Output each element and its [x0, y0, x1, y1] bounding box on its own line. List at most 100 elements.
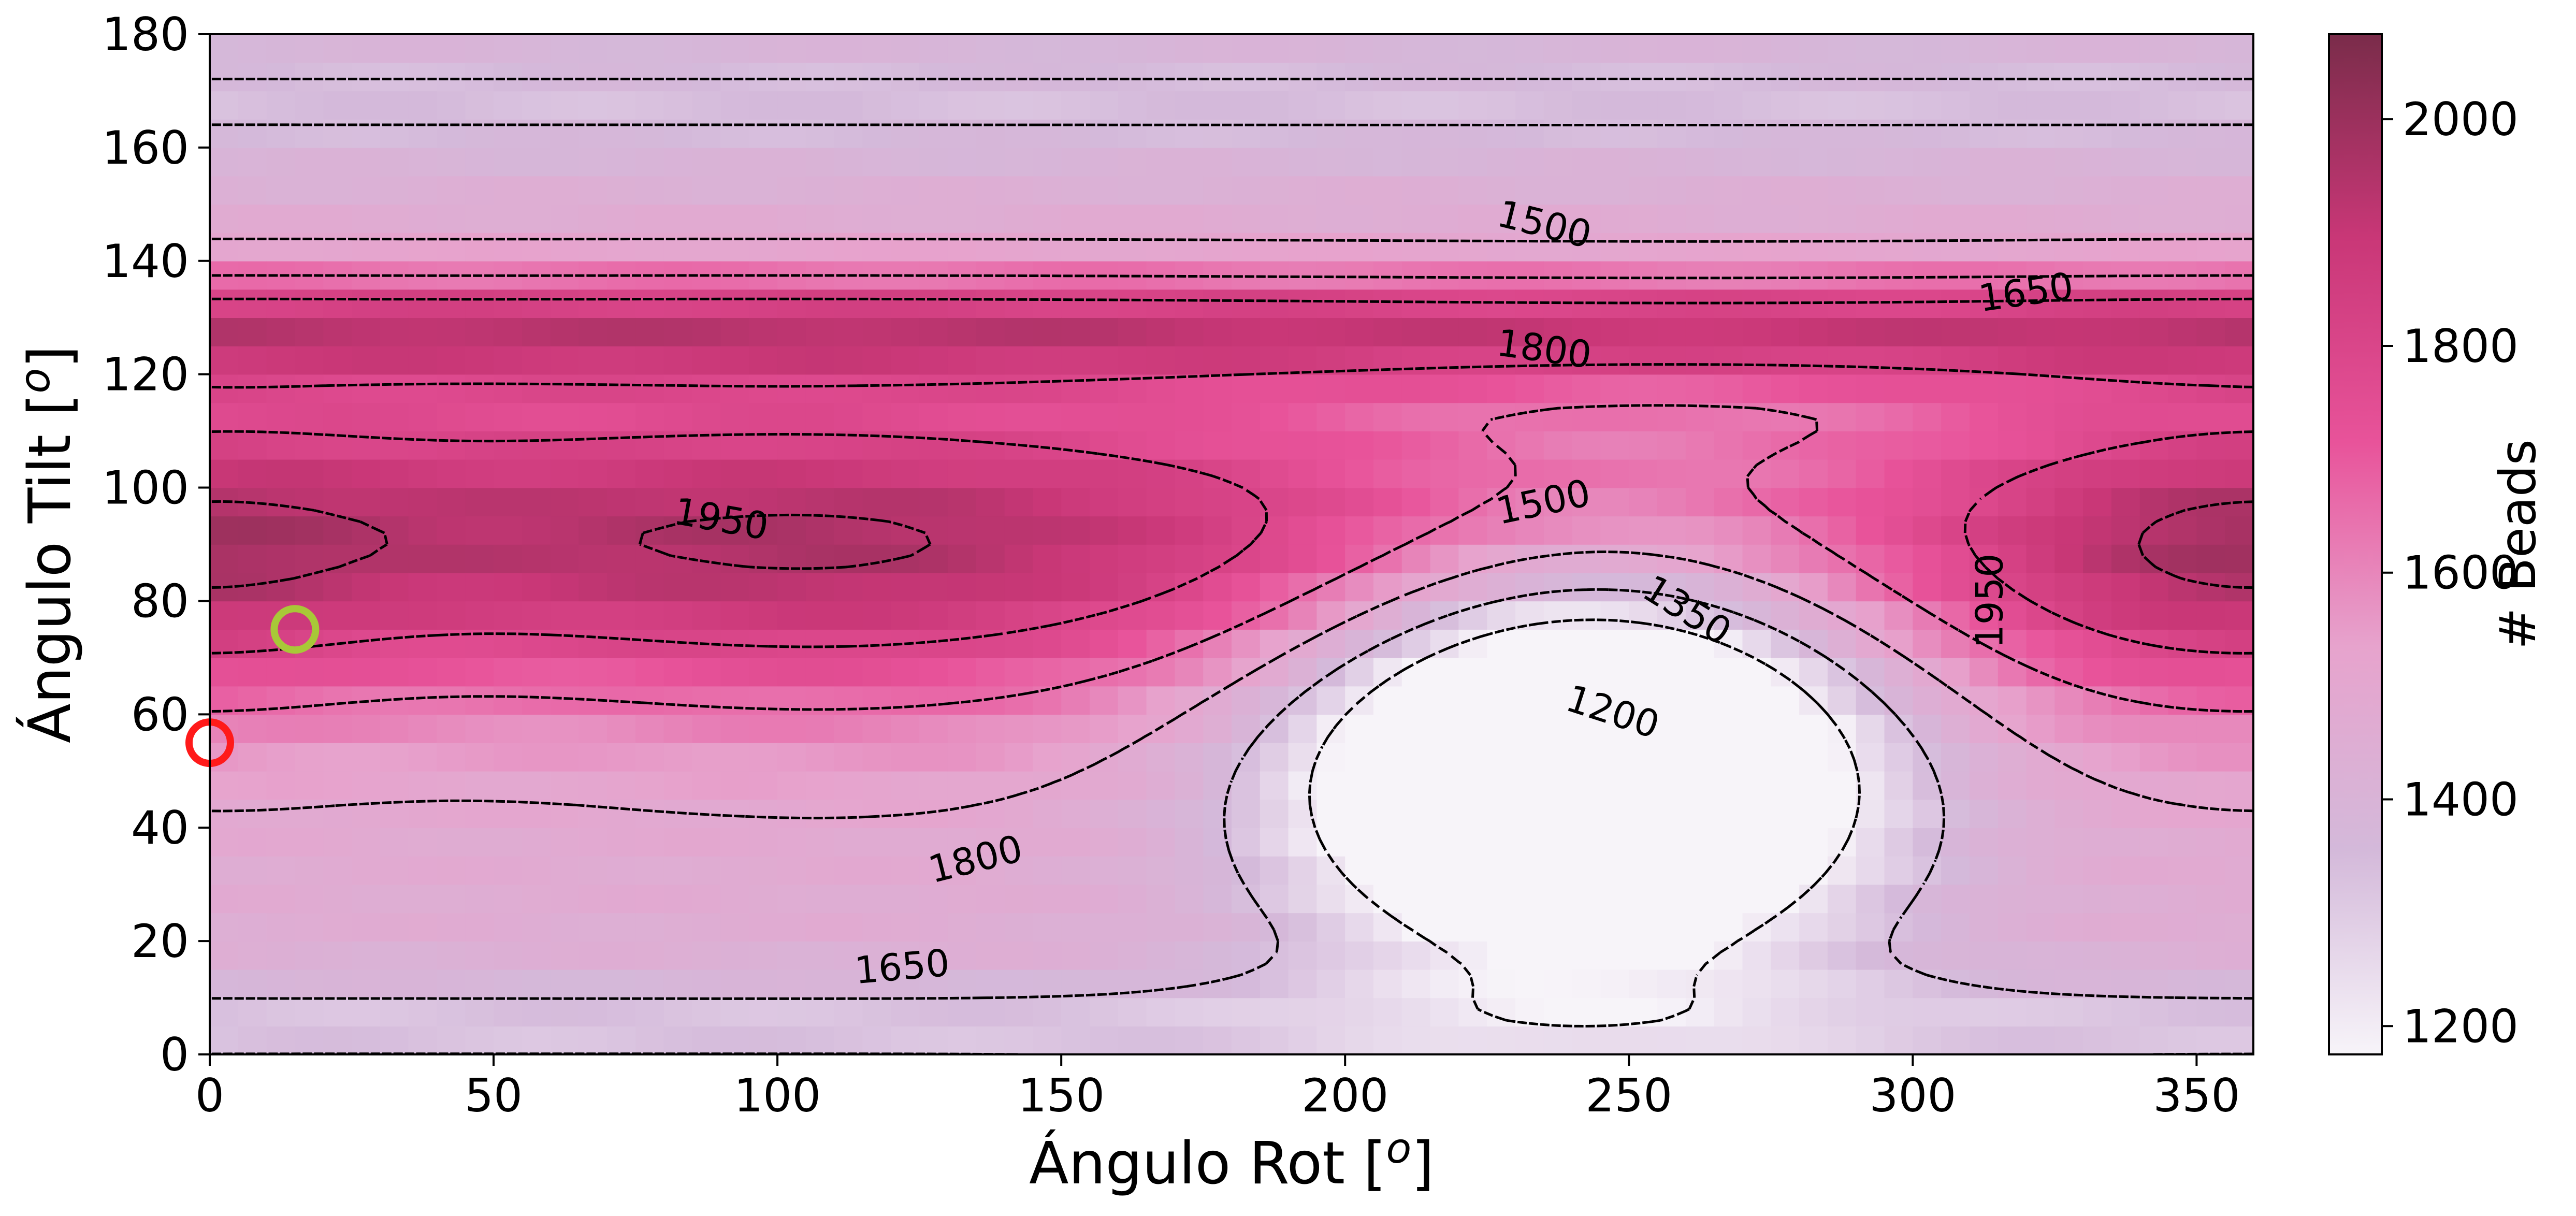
heatmap-cell	[1033, 629, 1062, 658]
heatmap-cell	[2196, 828, 2225, 857]
heatmap-cell	[1543, 572, 1573, 602]
heatmap-cell	[1657, 147, 1686, 177]
heatmap-cell	[1288, 204, 1318, 233]
heatmap-cell	[1175, 431, 1204, 460]
heatmap-cell	[1827, 431, 1857, 460]
heatmap-cell	[1004, 317, 1034, 346]
heatmap-cell	[1118, 516, 1147, 545]
heatmap-cell	[1232, 147, 1261, 177]
heatmap-cell	[1458, 941, 1487, 970]
heatmap-cell	[2225, 743, 2253, 772]
heatmap-cell	[749, 686, 778, 715]
heatmap-cell	[1316, 289, 1345, 318]
heatmap-cell	[1657, 317, 1686, 346]
heatmap-cell	[1685, 969, 1715, 998]
heatmap-cell	[1175, 969, 1204, 998]
heatmap-cell	[1373, 431, 1402, 460]
heatmap-cell	[1203, 743, 1232, 772]
heatmap-cell	[1742, 969, 1772, 998]
heatmap-cell	[238, 289, 267, 318]
heatmap-cell	[2054, 572, 2083, 602]
heatmap-cell	[2026, 317, 2056, 346]
heatmap-cell	[720, 601, 750, 630]
heatmap-cell	[607, 828, 636, 857]
heatmap-cell	[976, 1026, 1005, 1054]
heatmap-cell	[1033, 572, 1062, 602]
heatmap-cell	[2196, 487, 2225, 517]
heatmap-cell	[1572, 969, 1601, 998]
heatmap-cell	[1884, 260, 1914, 290]
heatmap-cell	[1742, 317, 1772, 346]
heatmap-cell	[1203, 657, 1232, 687]
heatmap-cell	[635, 913, 664, 942]
heatmap-cell	[635, 856, 664, 885]
heatmap-cell	[352, 1026, 381, 1054]
heatmap-cell	[1515, 913, 1544, 942]
heatmap-cell	[2225, 969, 2253, 998]
heatmap-cell	[266, 34, 296, 63]
heatmap-cell	[1118, 487, 1147, 517]
heatmap-cell	[578, 345, 608, 375]
heatmap-cell	[635, 629, 664, 658]
heatmap-cell	[1146, 289, 1176, 318]
heatmap-cell	[295, 969, 324, 998]
heatmap-cell	[1969, 147, 1999, 177]
heatmap-cell	[1629, 601, 1658, 630]
heatmap-cell	[834, 572, 863, 602]
x-tick-label: 100	[734, 1069, 821, 1122]
heatmap-cell	[2168, 913, 2197, 942]
heatmap-cell	[1515, 374, 1544, 403]
heatmap-cell	[1998, 374, 2027, 403]
heatmap-cell	[1771, 828, 1800, 857]
heatmap-cell	[720, 34, 750, 63]
heatmap-cell	[2083, 913, 2112, 942]
heatmap-cell	[238, 828, 267, 857]
heatmap-cell	[1345, 799, 1374, 828]
heatmap-cell	[1572, 147, 1601, 177]
heatmap-cell	[919, 884, 948, 914]
contour-line-1500	[210, 237, 2253, 820]
heatmap-cell	[1430, 884, 1459, 914]
heatmap-cell	[1260, 913, 1289, 942]
heatmap-cell	[834, 176, 863, 205]
heatmap-cell	[1118, 62, 1147, 92]
heatmap-cell	[408, 459, 438, 488]
heatmap-cell	[1827, 91, 1857, 120]
heatmap-cell	[408, 856, 438, 885]
heatmap-cell	[1998, 941, 2027, 970]
heatmap-cell	[1175, 743, 1204, 772]
heatmap-cell	[976, 345, 1005, 375]
heatmap-cell	[1288, 487, 1318, 517]
colorbar-tick-label: 2000	[2403, 93, 2519, 146]
heatmap-cell	[1827, 34, 1857, 63]
heatmap-cell	[1856, 402, 1885, 431]
heatmap-cell	[1543, 714, 1573, 743]
heatmap-cell	[862, 317, 892, 346]
heatmap-cell	[1288, 629, 1318, 658]
heatmap-cell	[919, 601, 948, 630]
heatmap-cell	[2026, 997, 2056, 1027]
heatmap-cell	[1401, 233, 1431, 262]
heatmap-cell	[295, 997, 324, 1027]
heatmap-cell	[805, 884, 835, 914]
heatmap-cell	[494, 317, 523, 346]
heatmap-cell	[2168, 856, 2197, 885]
heatmap-cell	[1288, 856, 1318, 885]
heatmap-cell	[834, 828, 863, 857]
heatmap-cell	[1515, 884, 1544, 914]
heatmap-cell	[1827, 487, 1857, 517]
heatmap-cell	[1033, 147, 1062, 177]
heatmap-cell	[1430, 487, 1459, 517]
heatmap-cell	[2083, 969, 2112, 998]
heatmap-cell	[1572, 516, 1601, 545]
heatmap-cell	[2111, 714, 2140, 743]
heatmap-cell	[1430, 828, 1459, 857]
heatmap-cell	[1033, 743, 1062, 772]
heatmap-cell	[1401, 544, 1431, 573]
heatmap-cell	[1033, 969, 1062, 998]
heatmap-cell	[1799, 884, 1828, 914]
heatmap-cell	[1004, 62, 1034, 92]
heatmap-cell	[1487, 62, 1516, 92]
heatmap-cell	[465, 374, 494, 403]
heatmap-cell	[380, 459, 409, 488]
